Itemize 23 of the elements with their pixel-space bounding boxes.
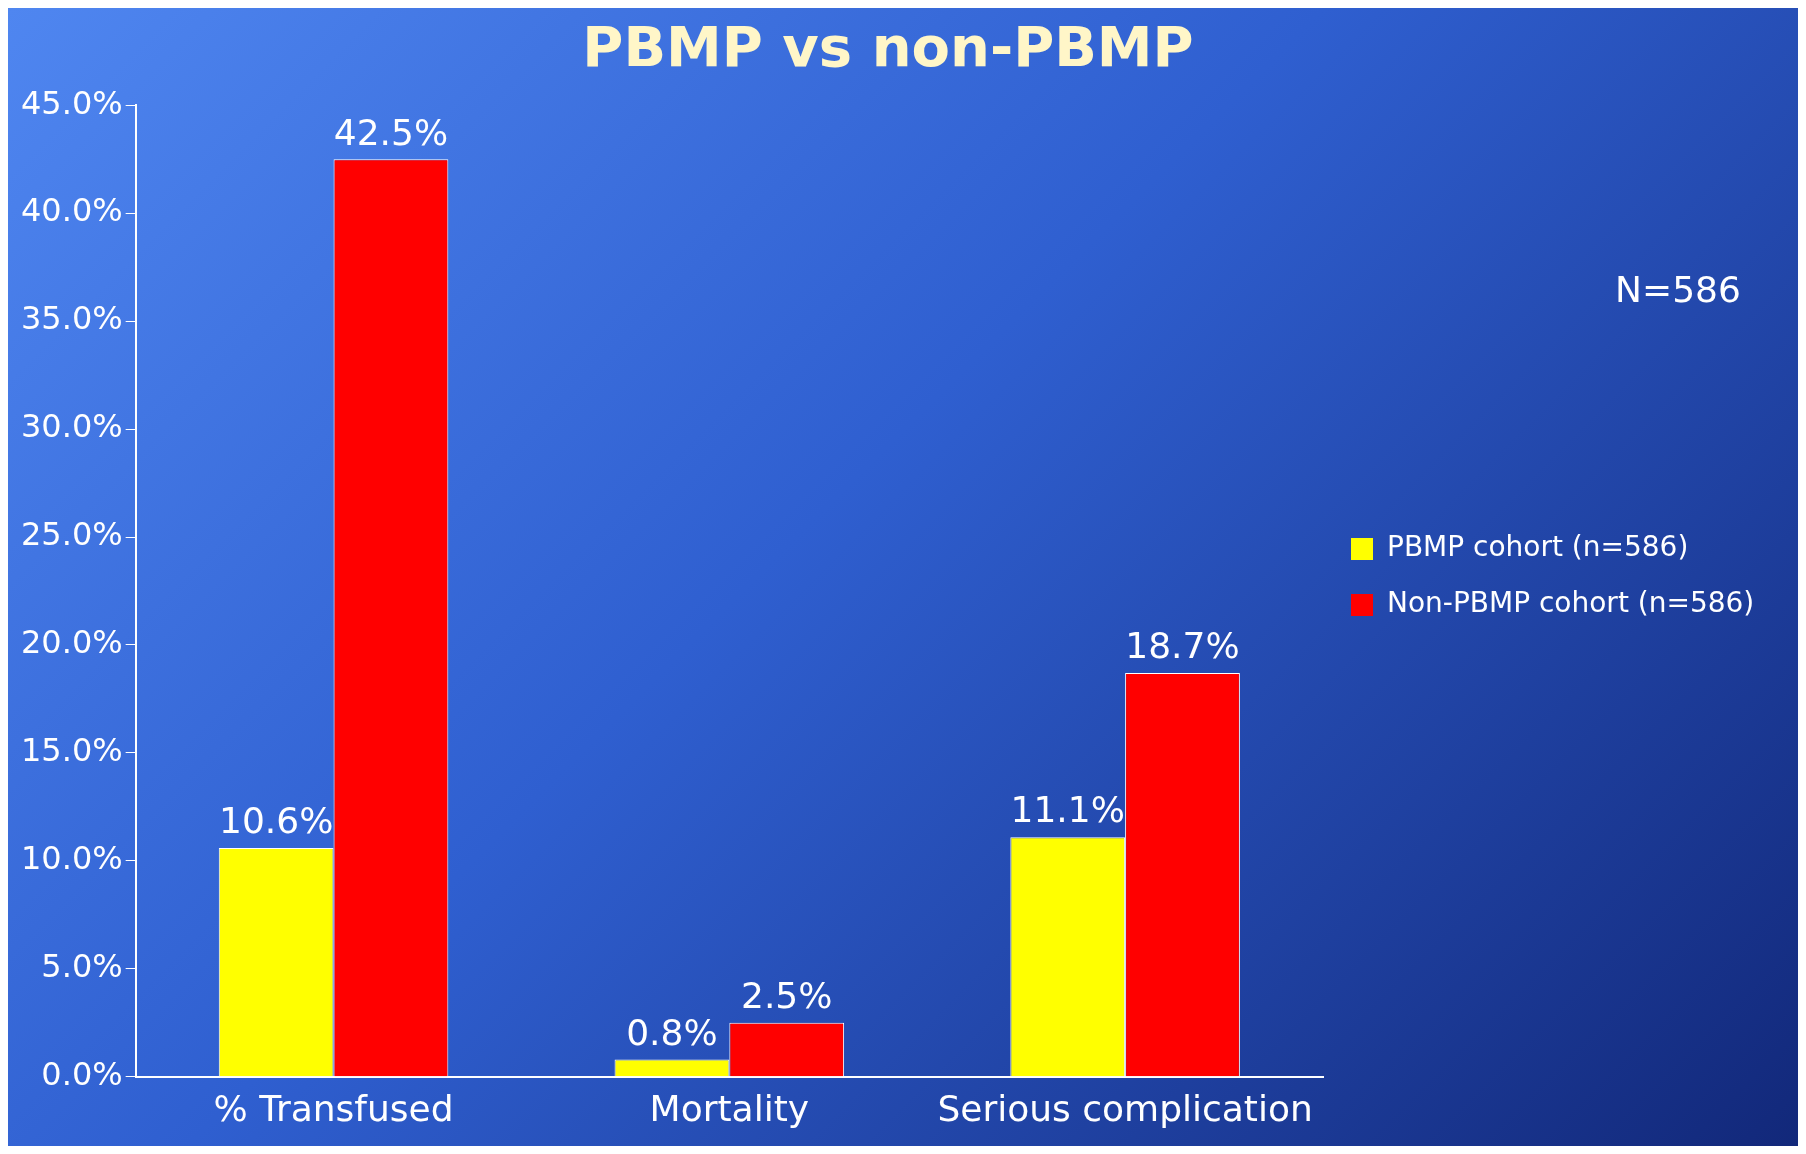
data-label: 10.6% — [218, 800, 334, 842]
y-tick-label: 30.0% — [21, 407, 123, 446]
x-tick-label: Serious complication — [937, 1087, 1313, 1129]
legend-label: Non-PBMP cohort (n=586) — [1387, 586, 1755, 620]
chart-title: PBMP vs non-PBMP — [582, 14, 1194, 80]
y-tick-label: 45.0% — [21, 83, 123, 122]
y-tick-label: 20.0% — [21, 623, 123, 662]
data-label: 42.5% — [333, 111, 449, 153]
text: N=586 — [1615, 269, 1741, 311]
x-tick-label: Mortality — [649, 1087, 810, 1129]
y-tick-label: 0.0% — [41, 1055, 123, 1094]
data-label: 2.5% — [740, 975, 833, 1017]
y-tick-label: 25.0% — [21, 515, 123, 554]
y-tick-label: 40.0% — [21, 191, 123, 230]
data-label: 18.7% — [1125, 625, 1240, 667]
x-tick-label: % Transfused — [213, 1087, 454, 1129]
data-label: 11.1% — [1010, 789, 1125, 831]
data-label: 0.8% — [626, 1011, 718, 1053]
y-tick-label: 15.0% — [21, 731, 123, 770]
legend-label: PBMP cohort (n=586) — [1387, 530, 1689, 564]
y-tick-label: 10.0% — [21, 839, 123, 878]
y-tick-label: 5.0% — [41, 947, 123, 986]
y-tick-label: 35.0% — [21, 299, 123, 338]
